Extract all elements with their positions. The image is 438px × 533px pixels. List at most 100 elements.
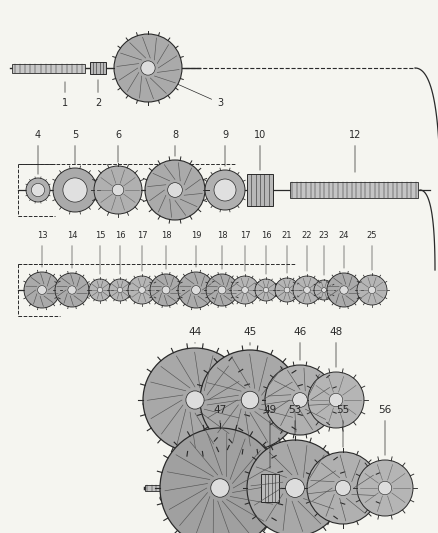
Ellipse shape bbox=[304, 287, 311, 293]
Ellipse shape bbox=[293, 276, 321, 304]
Ellipse shape bbox=[143, 394, 247, 414]
Ellipse shape bbox=[206, 274, 238, 306]
Text: 55: 55 bbox=[336, 405, 350, 447]
Bar bbox=[247, 174, 273, 206]
Ellipse shape bbox=[89, 279, 111, 301]
Ellipse shape bbox=[218, 286, 226, 294]
Text: 53: 53 bbox=[288, 405, 302, 435]
Text: 22: 22 bbox=[302, 231, 312, 271]
Ellipse shape bbox=[200, 393, 300, 413]
Text: 21: 21 bbox=[282, 231, 292, 273]
Ellipse shape bbox=[321, 288, 326, 293]
Text: 9: 9 bbox=[222, 130, 228, 166]
Ellipse shape bbox=[211, 479, 229, 497]
Ellipse shape bbox=[241, 391, 259, 409]
Ellipse shape bbox=[26, 178, 50, 202]
Ellipse shape bbox=[357, 460, 413, 516]
Ellipse shape bbox=[139, 287, 145, 293]
Text: 49: 49 bbox=[263, 405, 277, 468]
Ellipse shape bbox=[162, 286, 170, 294]
Ellipse shape bbox=[293, 393, 307, 407]
Text: 10: 10 bbox=[254, 130, 266, 170]
Text: 1: 1 bbox=[62, 82, 68, 108]
Ellipse shape bbox=[55, 273, 89, 307]
Ellipse shape bbox=[275, 278, 299, 302]
Text: 14: 14 bbox=[67, 231, 77, 268]
Bar bbox=[290, 182, 418, 198]
Ellipse shape bbox=[145, 160, 205, 220]
Bar bbox=[145, 485, 163, 491]
Text: 18: 18 bbox=[217, 231, 227, 269]
Ellipse shape bbox=[368, 286, 376, 294]
Ellipse shape bbox=[168, 183, 182, 197]
Ellipse shape bbox=[231, 276, 259, 304]
Ellipse shape bbox=[24, 272, 60, 308]
Ellipse shape bbox=[160, 486, 280, 510]
Text: 45: 45 bbox=[244, 327, 257, 345]
Text: 44: 44 bbox=[188, 327, 201, 343]
Ellipse shape bbox=[357, 275, 387, 305]
Ellipse shape bbox=[314, 280, 334, 300]
Ellipse shape bbox=[378, 481, 392, 495]
Bar bbox=[12, 63, 85, 72]
Ellipse shape bbox=[286, 479, 304, 497]
Ellipse shape bbox=[128, 276, 156, 304]
Ellipse shape bbox=[327, 273, 361, 307]
Ellipse shape bbox=[38, 286, 46, 294]
Text: 13: 13 bbox=[37, 231, 47, 267]
Ellipse shape bbox=[32, 183, 45, 197]
Text: 6: 6 bbox=[115, 130, 121, 162]
Text: 12: 12 bbox=[349, 130, 361, 172]
Ellipse shape bbox=[186, 391, 204, 409]
Ellipse shape bbox=[117, 287, 123, 293]
Text: 19: 19 bbox=[191, 231, 201, 267]
Ellipse shape bbox=[265, 365, 335, 435]
Ellipse shape bbox=[178, 272, 214, 308]
Ellipse shape bbox=[308, 372, 364, 428]
Ellipse shape bbox=[97, 287, 102, 293]
Ellipse shape bbox=[160, 428, 280, 533]
Ellipse shape bbox=[191, 286, 201, 294]
Text: 47: 47 bbox=[213, 405, 226, 423]
Ellipse shape bbox=[214, 179, 236, 201]
Text: 16: 16 bbox=[261, 231, 271, 274]
Text: 48: 48 bbox=[329, 327, 343, 367]
Text: 17: 17 bbox=[137, 231, 147, 271]
Ellipse shape bbox=[68, 286, 76, 294]
Ellipse shape bbox=[205, 170, 245, 210]
Ellipse shape bbox=[336, 480, 350, 496]
Ellipse shape bbox=[340, 286, 348, 294]
Ellipse shape bbox=[200, 350, 300, 450]
Ellipse shape bbox=[329, 393, 343, 407]
Ellipse shape bbox=[255, 279, 277, 301]
Text: 3: 3 bbox=[177, 84, 223, 108]
Text: 15: 15 bbox=[95, 231, 105, 274]
Ellipse shape bbox=[114, 34, 182, 102]
Ellipse shape bbox=[150, 274, 182, 306]
Text: 25: 25 bbox=[367, 231, 377, 270]
Ellipse shape bbox=[94, 166, 142, 214]
Ellipse shape bbox=[53, 168, 97, 212]
Bar bbox=[90, 62, 106, 74]
Ellipse shape bbox=[263, 287, 268, 293]
Ellipse shape bbox=[247, 440, 343, 533]
Ellipse shape bbox=[141, 61, 155, 75]
Ellipse shape bbox=[247, 487, 343, 505]
Text: 5: 5 bbox=[72, 130, 78, 164]
Text: 4: 4 bbox=[35, 130, 41, 174]
Ellipse shape bbox=[307, 452, 379, 524]
Ellipse shape bbox=[109, 279, 131, 301]
Text: 2: 2 bbox=[95, 80, 101, 108]
Text: 46: 46 bbox=[293, 327, 307, 360]
Bar bbox=[261, 474, 279, 502]
Ellipse shape bbox=[63, 178, 87, 202]
Text: 8: 8 bbox=[172, 130, 178, 156]
Ellipse shape bbox=[242, 287, 248, 293]
Ellipse shape bbox=[112, 184, 124, 196]
Text: 18: 18 bbox=[161, 231, 171, 269]
Text: 23: 23 bbox=[319, 231, 329, 275]
Text: 16: 16 bbox=[115, 231, 125, 274]
Text: 56: 56 bbox=[378, 405, 392, 455]
Ellipse shape bbox=[284, 287, 290, 293]
Ellipse shape bbox=[143, 348, 247, 452]
